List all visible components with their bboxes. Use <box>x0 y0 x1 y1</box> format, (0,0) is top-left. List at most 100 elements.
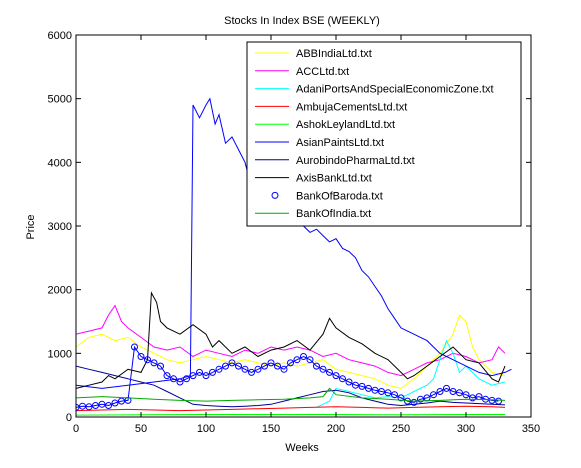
series-marker-8-29 <box>261 362 268 370</box>
series-marker-8-26 <box>241 365 249 373</box>
series-marker-8-60 <box>462 391 470 399</box>
series-marker-8-34 <box>293 356 301 364</box>
legend-label-0: ABBIndiaLtd.txt <box>296 48 372 60</box>
series-marker-8-18 <box>189 372 197 380</box>
x-axis-label: Weeks <box>285 442 319 454</box>
y-tick-label-5: 5000 <box>48 94 72 106</box>
series-marker-8-23 <box>222 362 229 370</box>
series-line-6 <box>76 365 506 408</box>
legend-label-5: AsianPaintsLtd.txt <box>296 137 384 149</box>
series-line-3 <box>76 405 506 412</box>
series-marker-8-10 <box>137 353 145 360</box>
series-marker-8-53 <box>417 395 424 403</box>
x-tick-label-0: 0 <box>73 423 79 435</box>
series-marker-8-0 <box>76 403 80 411</box>
series-marker-8-65 <box>495 397 502 405</box>
series-marker-8-44 <box>358 382 366 390</box>
x-tick-label-6: 300 <box>457 423 475 435</box>
series-marker-8-17 <box>183 375 190 383</box>
series-marker-8-2 <box>85 403 93 411</box>
series-layer <box>76 97 512 416</box>
x-tick-label-3: 150 <box>262 423 280 435</box>
y-tick-label-0: 0 <box>66 412 72 424</box>
series-marker-8-15 <box>170 375 177 383</box>
series-marker-8-43 <box>352 381 359 389</box>
series-line-5 <box>76 97 512 389</box>
series-marker-8-49 <box>391 391 398 399</box>
series-marker-8-31 <box>274 362 281 370</box>
series-marker-8-59 <box>456 389 463 397</box>
x-tick-label-2: 100 <box>197 423 215 435</box>
series-marker-8-37 <box>313 362 320 370</box>
y-tick-label-4: 4000 <box>48 157 72 169</box>
legend-label-9: BankOfIndia.txt <box>296 208 371 220</box>
series-line-4 <box>76 414 505 416</box>
legend-swatch-8 <box>271 191 279 199</box>
series-marker-8-57 <box>443 384 450 392</box>
series-marker-8-52 <box>410 398 418 406</box>
chart-title: Stocks In Index BSE (WEEKLY) <box>224 15 380 27</box>
series-marker-8-45 <box>365 384 372 392</box>
y-tick-label-1: 1000 <box>48 348 72 360</box>
series-marker-8-38 <box>319 365 327 373</box>
series-marker-8-39 <box>326 368 333 376</box>
series-marker-8-21 <box>209 368 216 376</box>
y-tick-label-2: 2000 <box>48 285 72 297</box>
series-marker-8-9 <box>131 343 138 351</box>
series-marker-8-13 <box>157 362 164 370</box>
series-marker-8-27 <box>248 368 255 376</box>
series-marker-8-14 <box>163 372 171 380</box>
y-tick-label-3: 3000 <box>48 221 72 233</box>
series-line-8 <box>76 345 499 408</box>
series-marker-8-33 <box>287 359 294 367</box>
series-marker-8-28 <box>254 365 262 373</box>
x-tick-label-1: 50 <box>135 423 147 435</box>
series-line-9 <box>76 387 506 402</box>
series-marker-8-46 <box>371 386 379 394</box>
series-marker-8-16 <box>176 378 184 386</box>
series-line-0 <box>76 314 506 389</box>
series-marker-8-1 <box>79 402 86 410</box>
series-line-7 <box>76 291 506 389</box>
legend-label-2: AdaniPortsAndSpecialEconomicZone.txt <box>296 84 494 96</box>
axes: 0 50 100 150 200 250 300 350 0 1000 2000 3000 4000 50… <box>48 30 541 435</box>
series-marker-8-56 <box>436 388 444 395</box>
x-tick-label-4: 200 <box>327 423 345 435</box>
series-marker-8-30 <box>267 359 275 367</box>
series-marker-8-6 <box>111 399 119 407</box>
series-marker-8-7 <box>118 397 125 405</box>
x-tick-label-5: 250 <box>392 423 410 435</box>
legend-box <box>246 41 522 227</box>
legend-label-7: AxisBankLtd.txt <box>296 173 372 185</box>
plot-area <box>76 97 512 416</box>
series-marker-8-5 <box>105 402 112 409</box>
series-marker-8-36 <box>306 356 314 364</box>
series-marker-8-58 <box>449 388 457 395</box>
series-marker-8-35 <box>300 353 307 360</box>
series-marker-8-4 <box>98 400 106 408</box>
series-marker-8-50 <box>397 394 405 402</box>
series-marker-8-42 <box>345 378 353 386</box>
legend-label-6: AurobindoPharmaLtd.txt <box>296 155 415 167</box>
series-marker-8-32 <box>280 365 288 373</box>
series-marker-8-55 <box>430 391 437 399</box>
series-marker-8-20 <box>202 372 210 380</box>
series-marker-8-40 <box>332 372 340 380</box>
legend: ABBIndiaLtd.txt ACCLtd.txt AdaniPortsAndSp… <box>246 41 522 227</box>
legend-label-4: AshokLeylandLtd.txt <box>296 119 395 131</box>
series-line-1 <box>76 304 506 377</box>
series-marker-8-22 <box>215 365 223 373</box>
legend-label-8: BankOfBaroda.txt <box>296 190 383 202</box>
series-marker-8-19 <box>196 368 203 376</box>
series-marker-8-48 <box>384 389 392 397</box>
series-marker-8-61 <box>469 394 476 402</box>
series-marker-8-12 <box>150 359 158 367</box>
series-marker-8-41 <box>339 375 346 383</box>
series-marker-8-11 <box>144 356 151 364</box>
legend-label-3: AmbujaCementsLtd.txt <box>296 101 407 113</box>
series-marker-8-24 <box>228 359 236 367</box>
x-tick-label-7: 350 <box>522 423 540 435</box>
y-axis-label: Price <box>25 214 37 239</box>
series-marker-8-25 <box>235 362 242 370</box>
